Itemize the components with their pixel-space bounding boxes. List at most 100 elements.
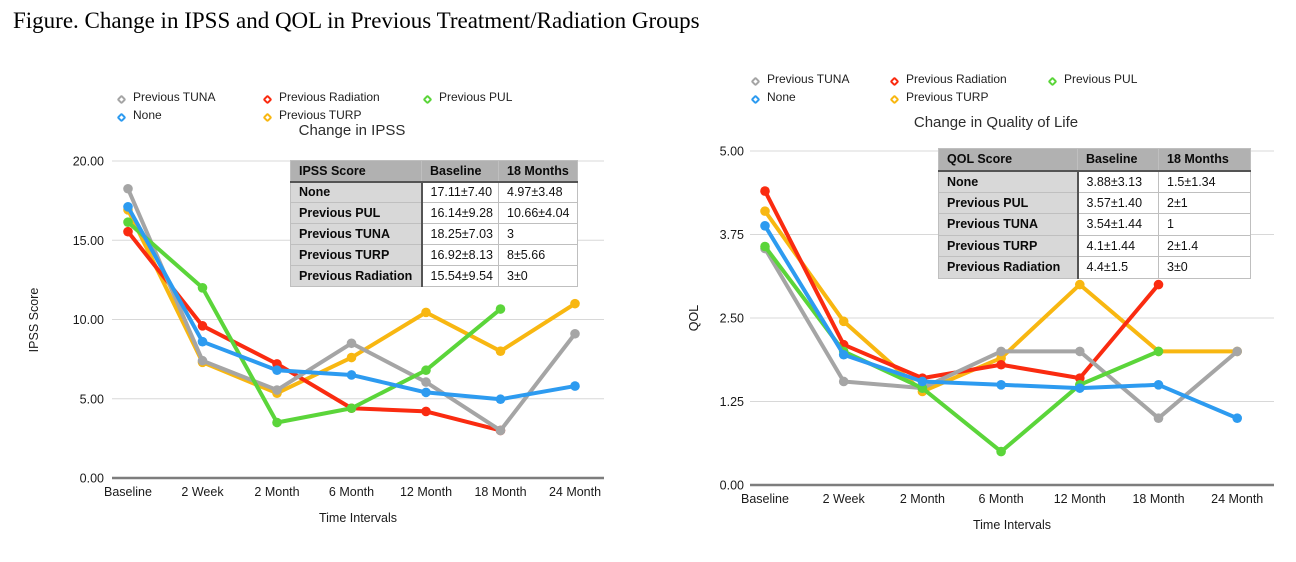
data-point [1153, 346, 1164, 357]
data-point [272, 417, 282, 428]
legend-label: Previous PUL [1064, 72, 1138, 86]
y-axis-label: IPSS Score [27, 288, 41, 353]
data-point [421, 307, 431, 318]
table-row-label: Previous Radiation [938, 256, 1079, 279]
data-point [760, 186, 770, 196]
legend-row: None Previous TURP [116, 106, 512, 124]
data-point [838, 376, 849, 387]
table-header-cell: Baseline [421, 160, 499, 183]
data-point [123, 226, 133, 237]
data-point [1075, 373, 1085, 383]
table-cell: 3±0 [498, 265, 578, 287]
y-tick-label: 0.00 [720, 479, 744, 493]
data-point [272, 365, 282, 376]
data-point [495, 425, 506, 436]
data-point [1153, 279, 1164, 290]
data-point [495, 304, 506, 314]
x-tick-label: 12 Month [400, 485, 452, 499]
x-tick-label: 2 Week [823, 492, 866, 506]
table-cell: 10.66±4.04 [498, 202, 578, 224]
x-axis-label: Time Intervals [319, 511, 397, 525]
data-point [346, 352, 357, 363]
legend-item: None [116, 106, 264, 124]
data-point [996, 353, 1006, 363]
data-point [197, 283, 208, 293]
x-tick-label: 6 Month [979, 492, 1024, 506]
legend-row: None Previous TURP [750, 88, 1137, 106]
data-point [570, 328, 580, 339]
table-cell: 3.88±3.13 [1077, 170, 1159, 193]
data-point [495, 394, 506, 405]
data-point [421, 377, 431, 387]
data-point [1075, 383, 1085, 393]
data-point [272, 385, 282, 395]
data-point [917, 376, 928, 387]
legend-item: Previous Radiation [262, 88, 424, 106]
data-point [1153, 380, 1164, 390]
data-point [421, 406, 431, 417]
data-point [917, 383, 928, 393]
legend-label: None [133, 108, 162, 122]
legend-diamond-icon [889, 76, 900, 87]
legend-label: Previous TURP [906, 90, 989, 104]
data-point [197, 336, 208, 347]
table-row-label: Previous TURP [938, 234, 1079, 257]
legend-item: Previous TUNA [116, 88, 264, 106]
y-tick-label: 2.50 [720, 312, 744, 326]
table-cell: 4.97±3.48 [498, 181, 578, 203]
data-point [1232, 413, 1242, 424]
data-point [1153, 413, 1164, 424]
x-tick-label: 12 Month [1054, 492, 1106, 506]
legend-item: Previous TURP [889, 88, 1049, 106]
data-point [197, 321, 208, 331]
legend-diamond-icon [116, 112, 127, 123]
table-row-label: Previous TURP [290, 244, 423, 266]
x-tick-label: 2 Month [254, 485, 299, 499]
legend-diamond-icon [1047, 76, 1058, 87]
data-point [996, 446, 1006, 457]
legend-item: Previous TURP [262, 106, 424, 124]
data-point [996, 380, 1006, 390]
legend-item: Previous PUL [1047, 70, 1138, 88]
table-header-cell: IPSS Score [290, 160, 422, 183]
data-point [346, 403, 357, 414]
table-cell: 17.11±7.40 [421, 181, 499, 203]
data-point [1075, 346, 1085, 357]
data-point [570, 298, 580, 309]
ipss-chart: Previous TUNA Previous Radiation Previous … [27, 88, 604, 525]
x-tick-label: 24 Month [549, 485, 601, 499]
chart-title: Change in IPSS [298, 122, 406, 139]
data-point [996, 359, 1006, 370]
table-cell: 4.4±1.5 [1077, 256, 1159, 279]
legend-diamond-icon [750, 94, 761, 105]
table-cell: 16.92±8.13 [421, 244, 499, 266]
table-row: None 3.88±3.13 1.5±1.34 [938, 170, 1251, 193]
table-cell: 15.54±9.54 [421, 265, 499, 287]
data-table: IPSS Score Baseline 18 Months None 17.11±7.4… [290, 160, 578, 287]
legend-row: Previous TUNA Previous Radiation Previous … [750, 70, 1138, 88]
legend-label: Previous Radiation [906, 72, 1007, 86]
legend-diamond-icon [116, 94, 127, 105]
data-point [838, 349, 849, 360]
table-row: Previous Radiation 15.54±9.54 3±0 [290, 265, 578, 287]
table-cell: 3±0 [1158, 256, 1251, 279]
legend-label: Previous PUL [439, 90, 513, 104]
data-point [346, 338, 357, 349]
legend-label: Previous TUNA [767, 72, 850, 86]
table-row-label: Previous PUL [938, 191, 1079, 214]
table-cell: 8±5.66 [498, 244, 578, 266]
data-point [1232, 346, 1242, 357]
legend-row: Previous TUNA Previous Radiation Previous … [116, 88, 513, 106]
data-point [123, 202, 133, 212]
data-table: QOL Score Baseline 18 Months None 3.88±3.13 1… [938, 148, 1251, 279]
table-row-label: None [290, 181, 423, 203]
data-point [421, 365, 431, 376]
data-point [760, 241, 770, 252]
data-point [996, 346, 1006, 357]
y-tick-label: 0.00 [80, 472, 104, 486]
table-row: Previous TURP 4.1±1.44 2±1.4 [938, 234, 1251, 257]
data-point [570, 381, 580, 391]
figure-title: Figure. Change in IPSS and QOL in Previo… [13, 8, 700, 33]
legend-label: Previous TURP [279, 108, 362, 122]
